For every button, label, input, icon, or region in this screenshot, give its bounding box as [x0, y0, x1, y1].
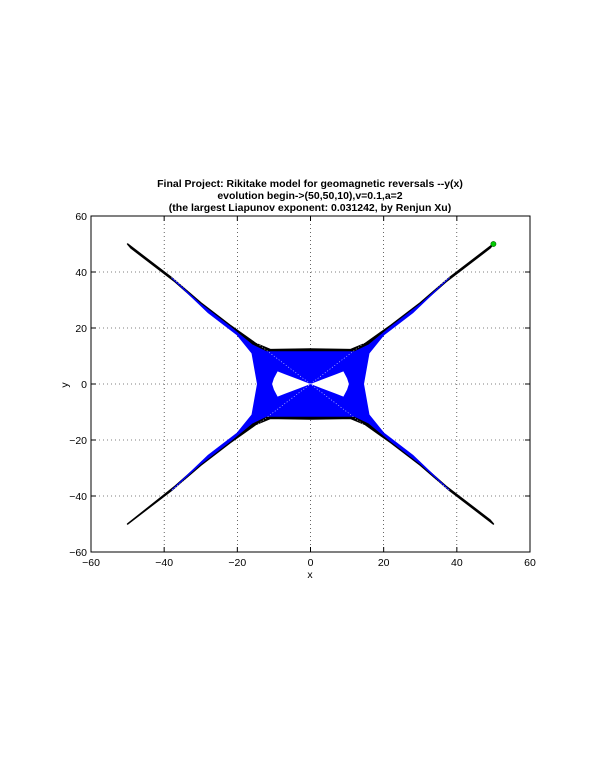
y-tick-label: 20 [75, 323, 87, 335]
x-axis-label: x [307, 569, 313, 581]
y-tick-label: −60 [69, 547, 87, 559]
chart-title: Final Project: Rikitake model for geomag… [157, 178, 463, 214]
start-point-marker [490, 241, 497, 247]
y-tick-label: −20 [69, 435, 87, 447]
x-tick-label: 60 [524, 557, 536, 569]
y-tick-label: 40 [75, 267, 87, 279]
x-tick-label: 20 [378, 557, 390, 569]
y-tick-labels: −60 −40 −20 0 20 40 60 [69, 211, 87, 559]
x-tick-label: 0 [308, 557, 314, 569]
x-tick-label: −20 [228, 557, 246, 569]
plot-data [126, 241, 497, 525]
x-tick-label: −60 [82, 557, 100, 569]
x-tick-label: −40 [155, 557, 173, 569]
y-tick-label: 60 [75, 211, 87, 223]
y-axis-label: y [59, 382, 71, 388]
trajectory-streak [171, 277, 450, 491]
y-tick-label: 0 [81, 379, 87, 391]
ticks [90, 215, 531, 553]
x-tick-label: 40 [451, 557, 463, 569]
inner-hole [272, 371, 349, 397]
title-line-1: Final Project: Rikitake model for geomag… [157, 178, 463, 190]
x-tick-labels: −60 −40 −20 0 20 40 60 [82, 557, 536, 569]
title-line-3: (the largest Liapunov exponent: 0.031242… [169, 202, 451, 214]
trajectory-streak [171, 277, 450, 491]
y-tick-label: −40 [69, 491, 87, 503]
title-line-2: evolution begin->(50,50,10),v=0.1,a=2 [217, 190, 402, 202]
